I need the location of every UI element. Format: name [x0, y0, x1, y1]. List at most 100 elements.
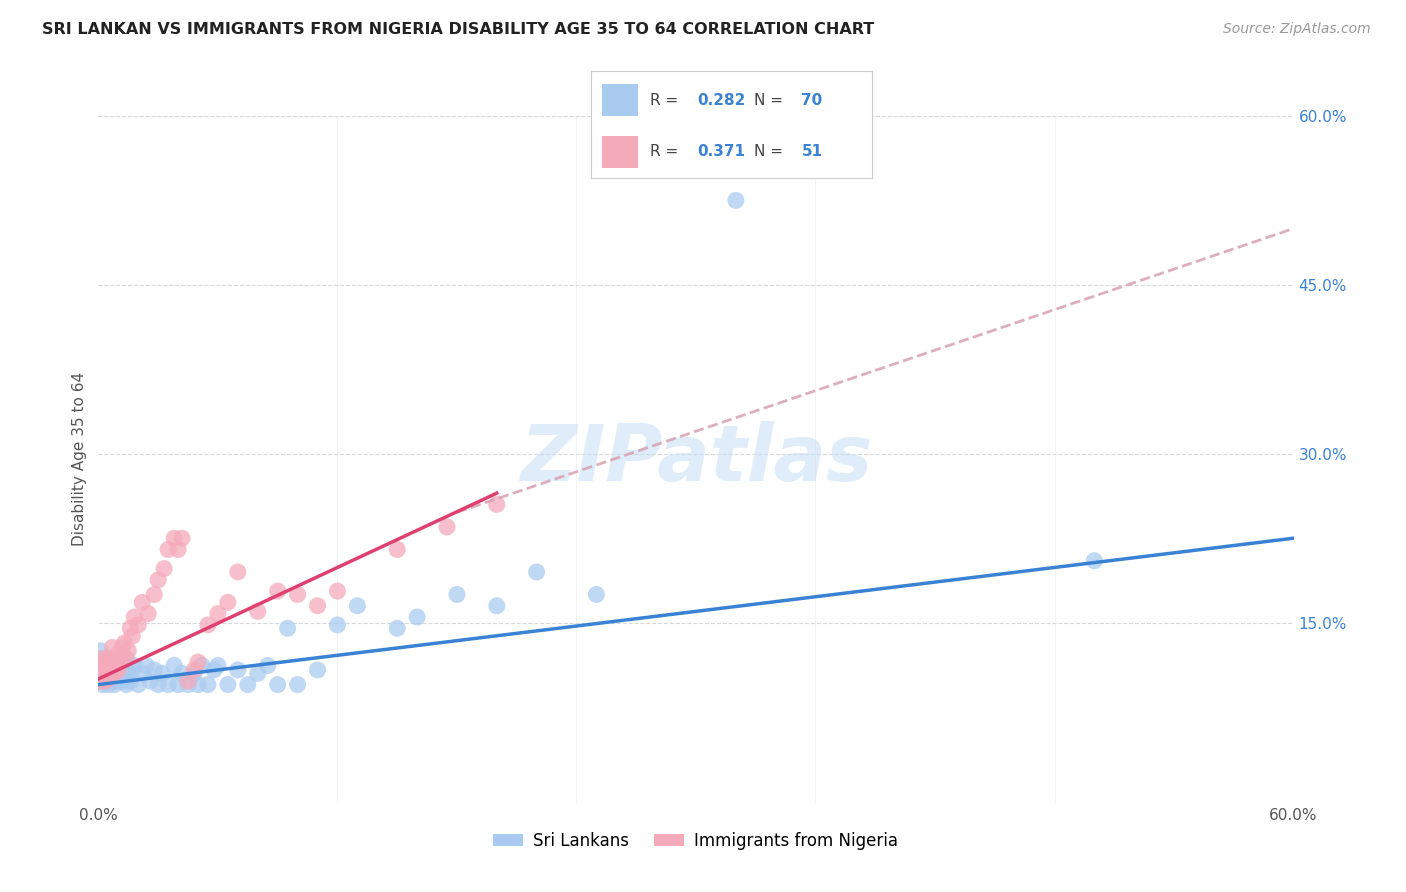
Point: [89, 663, 111, 677]
Point: [143, 663, 166, 677]
Point: [187, 655, 209, 669]
Point: [107, 674, 129, 689]
Point: [107, 663, 129, 677]
Point: [326, 618, 349, 632]
Point: [385, 621, 409, 635]
Point: [226, 565, 249, 579]
Point: [267, 677, 290, 691]
Point: [110, 651, 132, 665]
Point: [112, 636, 135, 650]
Point: [98, 666, 122, 681]
Point: [307, 663, 329, 677]
Point: [177, 674, 200, 689]
Point: [183, 663, 205, 677]
Point: [287, 677, 309, 691]
Point: [277, 621, 299, 635]
Point: [101, 663, 124, 677]
Point: [103, 677, 125, 691]
Point: [96, 651, 118, 665]
Point: [91, 658, 114, 673]
Point: [197, 677, 219, 691]
Point: [91, 666, 114, 681]
Point: [105, 655, 128, 669]
Point: [167, 542, 190, 557]
Text: 0.282: 0.282: [697, 93, 745, 108]
Point: [110, 655, 132, 669]
Point: [112, 663, 135, 677]
Point: [98, 655, 122, 669]
Point: [97, 672, 120, 686]
Y-axis label: Disability Age 35 to 64: Disability Age 35 to 64: [72, 372, 87, 547]
Point: [91, 670, 114, 684]
Point: [436, 520, 458, 534]
Point: [150, 666, 173, 681]
Point: [93, 674, 115, 689]
Point: [93, 663, 115, 677]
Point: [167, 677, 190, 691]
Point: [89, 672, 111, 686]
Point: [139, 674, 162, 689]
Text: 70: 70: [801, 93, 823, 108]
Point: [97, 677, 120, 691]
Point: [191, 658, 214, 673]
Point: [217, 595, 239, 609]
Point: [101, 674, 124, 689]
Point: [236, 677, 259, 691]
Point: [131, 666, 153, 681]
Point: [105, 655, 128, 669]
Point: [207, 658, 229, 673]
Point: [163, 531, 186, 545]
Point: [111, 674, 134, 689]
Point: [177, 677, 200, 691]
Text: ZIPatlas: ZIPatlas: [520, 421, 872, 498]
Point: [103, 658, 125, 673]
Point: [89, 661, 111, 675]
Point: [124, 610, 146, 624]
FancyBboxPatch shape: [602, 136, 638, 168]
Point: [91, 677, 114, 691]
Point: [105, 672, 128, 686]
Point: [157, 677, 180, 691]
Point: [107, 647, 129, 661]
Point: [120, 674, 142, 689]
Point: [136, 607, 159, 621]
Point: [526, 565, 548, 579]
Point: [111, 640, 134, 655]
Point: [172, 531, 194, 545]
Point: [89, 674, 111, 689]
Point: [246, 604, 269, 618]
Text: N =: N =: [754, 93, 787, 108]
Point: [97, 658, 120, 673]
Point: [124, 658, 146, 673]
Point: [187, 677, 209, 691]
Point: [127, 677, 149, 691]
Point: [98, 663, 122, 677]
Text: R =: R =: [650, 93, 683, 108]
Point: [207, 607, 229, 621]
Text: SRI LANKAN VS IMMIGRANTS FROM NIGERIA DISABILITY AGE 35 TO 64 CORRELATION CHART: SRI LANKAN VS IMMIGRANTS FROM NIGERIA DI…: [42, 22, 875, 37]
Point: [93, 672, 115, 686]
Point: [121, 663, 143, 677]
Point: [1083, 554, 1105, 568]
Point: [256, 658, 278, 673]
Point: [153, 561, 176, 575]
Point: [217, 677, 239, 691]
Text: 0.371: 0.371: [697, 145, 745, 159]
Point: [163, 658, 186, 673]
Point: [183, 666, 205, 681]
Point: [385, 542, 409, 557]
Point: [197, 618, 219, 632]
Point: [96, 674, 118, 689]
Point: [115, 651, 138, 665]
FancyBboxPatch shape: [602, 84, 638, 116]
Point: [96, 666, 118, 681]
Point: [93, 658, 115, 673]
Point: [93, 651, 115, 665]
Point: [157, 542, 180, 557]
Point: [446, 587, 468, 601]
Point: [91, 655, 114, 669]
Point: [112, 651, 135, 665]
Point: [485, 599, 508, 613]
Point: [326, 584, 349, 599]
Point: [307, 599, 329, 613]
